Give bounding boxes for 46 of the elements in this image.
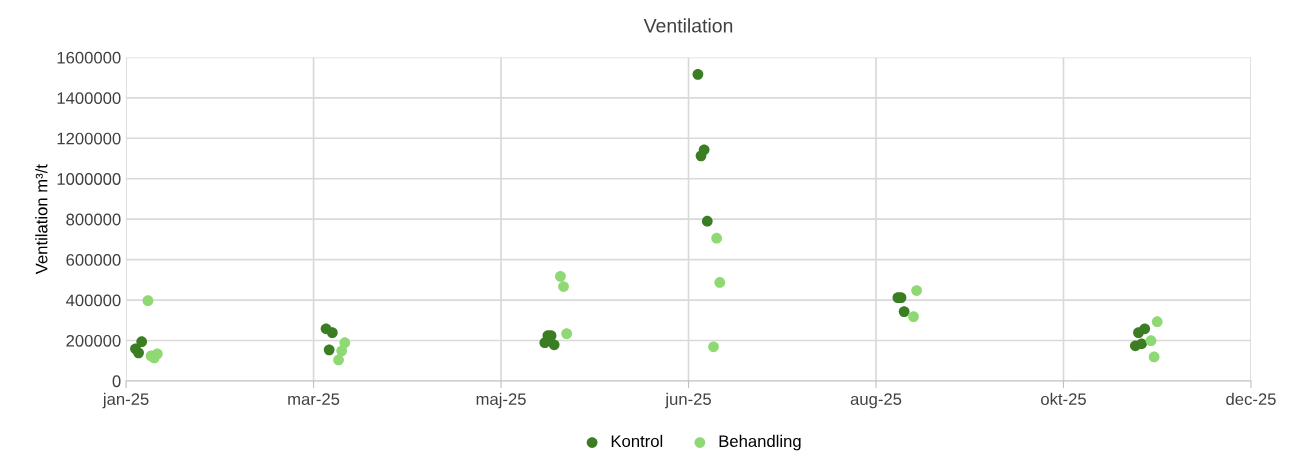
y-tick-label: 800000 <box>66 213 121 226</box>
point <box>136 336 148 348</box>
y-tick-label: 200000 <box>66 334 121 347</box>
y-tick-label: 1400000 <box>57 92 121 105</box>
y-tick-label: 400000 <box>65 294 121 307</box>
y-axis-title: Ventilation m³/t <box>35 164 48 275</box>
point <box>908 311 919 323</box>
point <box>714 277 726 288</box>
y-tick-label: 1200000 <box>57 132 121 145</box>
x-tick-label: aug-25 <box>850 393 902 409</box>
point <box>555 271 566 282</box>
legend-label: Kontrol <box>611 434 663 448</box>
x-tick-label: jan-25 <box>102 392 149 409</box>
point <box>1136 338 1147 350</box>
point <box>708 341 719 353</box>
point <box>692 68 704 80</box>
point <box>911 285 923 296</box>
point <box>151 348 163 360</box>
point <box>1139 323 1151 335</box>
point <box>326 327 338 339</box>
legend-label: Behandling <box>719 434 801 451</box>
point <box>711 232 723 244</box>
point <box>1145 335 1157 347</box>
point <box>898 306 910 317</box>
point <box>336 345 348 357</box>
x-tick-label: jun-25 <box>664 392 711 409</box>
chart-title: Ventilation <box>643 18 733 33</box>
x-tick-label: maj-25 <box>476 392 526 409</box>
y-tick-label: 1600000 <box>57 51 121 64</box>
x-tick-label: okt-25 <box>1041 392 1086 406</box>
point <box>701 215 713 227</box>
point <box>142 295 154 307</box>
point <box>333 354 344 366</box>
point <box>1151 316 1163 328</box>
point <box>323 344 335 356</box>
point <box>695 150 707 162</box>
y-tick-label: 0 <box>112 375 121 388</box>
point <box>1148 351 1160 363</box>
y-tick-label: 1000000 <box>57 173 121 185</box>
point <box>558 281 569 292</box>
x-tick-label: dec-25 <box>1226 392 1276 406</box>
x-tick-label: mar-25 <box>288 393 340 406</box>
y-tick-label: 600000 <box>66 254 121 266</box>
point <box>561 328 573 340</box>
point <box>133 347 144 359</box>
point <box>548 339 560 351</box>
